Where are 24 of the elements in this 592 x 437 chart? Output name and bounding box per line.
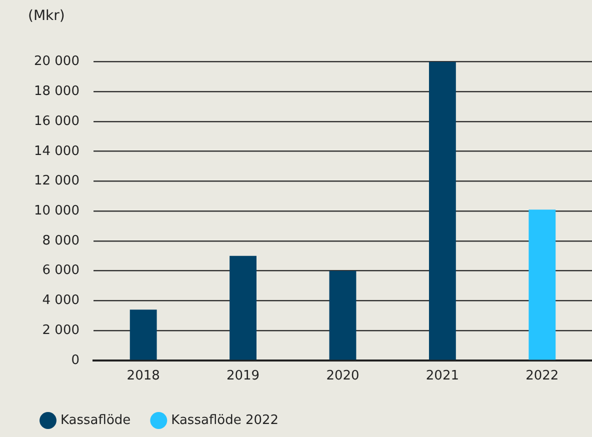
y-tick-label: 20 000: [34, 54, 80, 70]
y-tick-label: 4 000: [42, 293, 80, 308]
y-tick-label: 0: [71, 352, 80, 368]
y-tick-label: 6 000: [42, 263, 80, 278]
x-tick-label: 2022: [526, 368, 559, 384]
y-tick-label: 14 000: [34, 144, 80, 159]
y-tick-label: 16 000: [34, 114, 80, 129]
y-axis-title: (Mkr): [28, 8, 65, 24]
x-tick-label: 2021: [426, 368, 459, 384]
y-tick-label: 8 000: [42, 233, 80, 248]
y-tick-label: 10 000: [34, 203, 80, 218]
bar: [230, 256, 256, 360]
y-tick-label: 12 000: [34, 174, 80, 189]
bar: [528, 210, 556, 360]
legend-label: Kassaflöde: [60, 412, 131, 428]
x-tick-label: 2019: [226, 368, 260, 384]
x-tick-label: 2018: [126, 368, 160, 384]
y-tick-label: 2 000: [42, 322, 80, 338]
legend-label: Kassaflöde 2022: [171, 412, 279, 428]
x-tick-label: 2020: [326, 368, 360, 384]
y-tick-label: 18 000: [34, 84, 80, 100]
bar: [130, 310, 157, 360]
bar: [329, 270, 356, 360]
bar: [428, 62, 456, 360]
